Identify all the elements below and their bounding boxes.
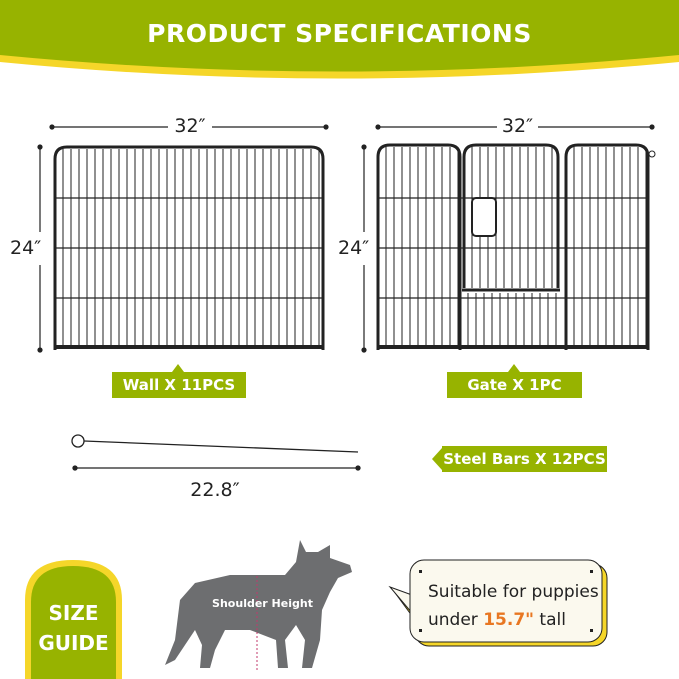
- gate-panel-image: [376, 143, 656, 350]
- header-band: [0, 0, 679, 72]
- bubble-text: Suitable for puppies under 15.7" tall: [428, 578, 599, 634]
- gate-width-label: 32″: [501, 115, 534, 137]
- gate-quantity-tag: Gate X 1PC: [447, 372, 582, 398]
- wall-quantity-tag: Wall X 11PCS: [112, 372, 246, 398]
- size-guide-line2: GUIDE: [38, 631, 109, 655]
- shoulder-height-label: Shoulder Height: [212, 597, 313, 610]
- bubble-line1: Suitable for puppies: [428, 582, 599, 602]
- steel-bar-image: [71, 434, 361, 471]
- steel-bar-length-label: 22.8″: [190, 479, 240, 501]
- height-highlight: 15.7": [483, 610, 535, 630]
- dog-silhouette: [165, 540, 352, 668]
- wall-panel-image: [53, 145, 325, 350]
- speech-bubble: [388, 559, 608, 647]
- bubble-line2: under: [428, 610, 484, 630]
- size-guide-title: SIZE GUIDE: [25, 598, 122, 658]
- wall-width-label: 32″: [174, 115, 206, 137]
- bubble-line2-end: tall: [534, 610, 566, 630]
- steel-bar-quantity-tag: Steel Bars X 12PCS: [442, 446, 607, 472]
- gate-height-label: 24″: [338, 237, 370, 259]
- page-title: PRODUCT SPECIFICATIONS: [147, 19, 532, 48]
- wall-height-label: 24″: [10, 237, 42, 259]
- size-guide-line1: SIZE: [48, 601, 99, 625]
